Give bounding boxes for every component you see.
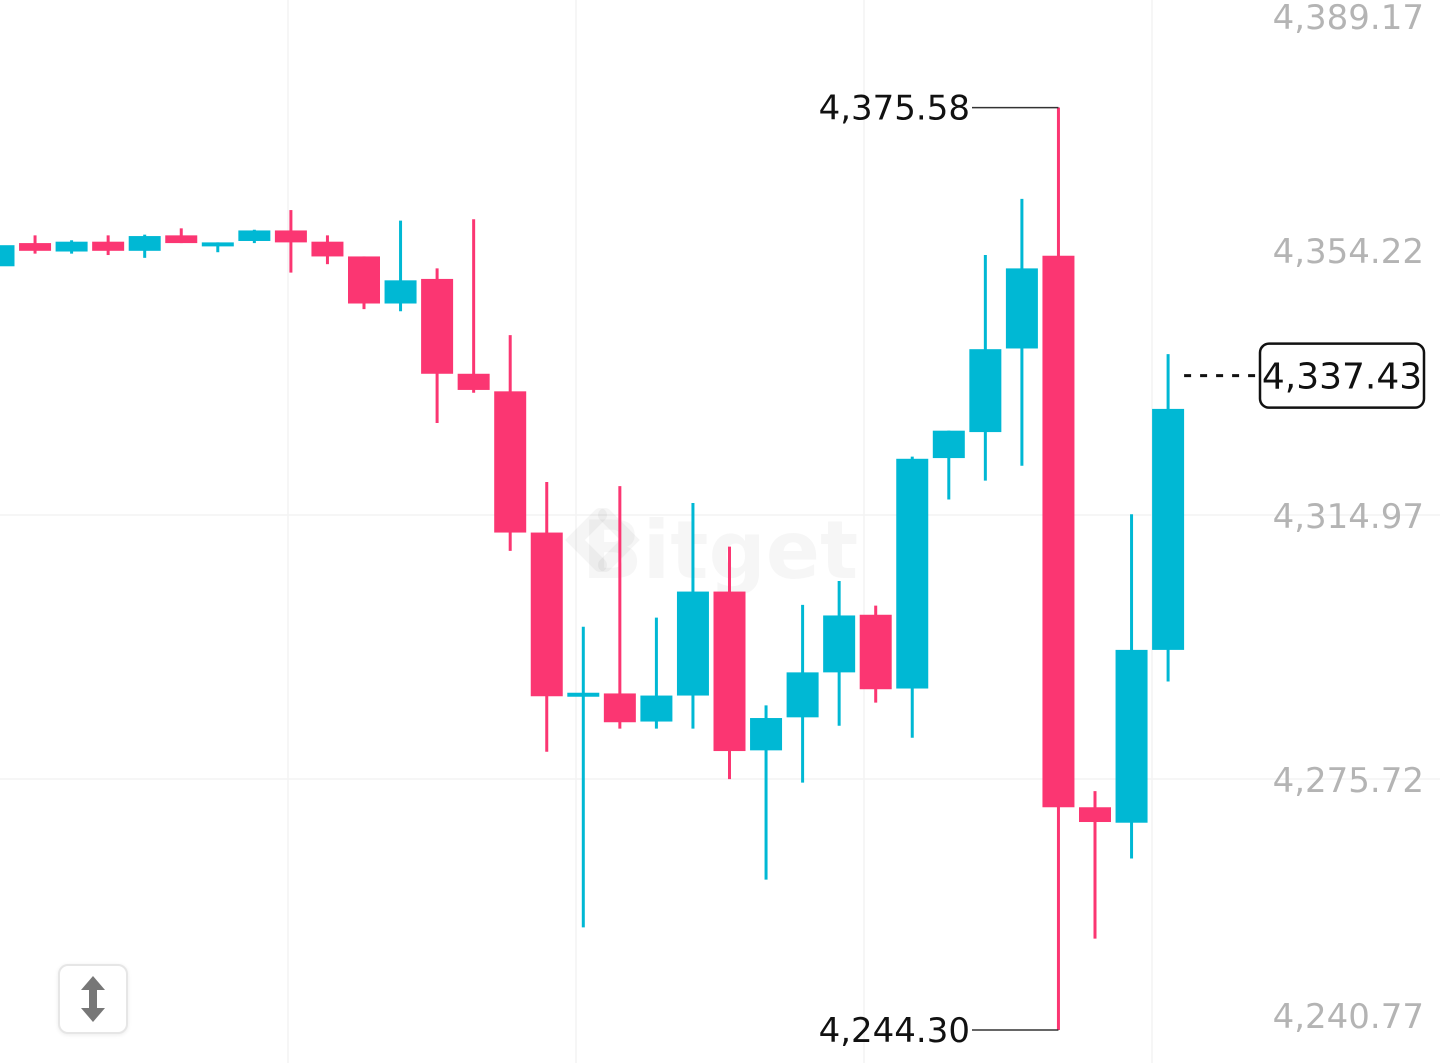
candle [165, 228, 198, 244]
candle [0, 245, 15, 267]
candle-body [932, 430, 965, 459]
vertical-resize-arrows-icon [81, 976, 105, 1022]
candle-body [676, 591, 709, 696]
candle [603, 486, 636, 729]
candle [494, 335, 527, 551]
candle [421, 268, 454, 423]
candle [274, 210, 307, 273]
candle [92, 235, 125, 256]
candle-body [311, 241, 344, 257]
bitget-logo-icon [565, 508, 640, 572]
candle-body [1042, 255, 1075, 808]
candle [1079, 791, 1111, 939]
candle [859, 605, 892, 703]
candle-body [567, 692, 600, 697]
y-tick-label: 4,314.97 [1273, 497, 1424, 537]
candle-body [859, 614, 892, 690]
candle [348, 256, 380, 310]
candle-body [92, 241, 125, 251]
current-price-tag [1258, 342, 1426, 409]
candle-body [1005, 268, 1038, 349]
candle-body [19, 243, 52, 251]
candle-body [348, 256, 380, 304]
candle-body [494, 391, 527, 533]
candle-body [201, 242, 234, 247]
candle [457, 219, 490, 393]
candle [1005, 198, 1038, 466]
y-tick-label: 4,275.72 [1273, 761, 1424, 801]
price-axis: 4,389.17 4,354.22 4,314.97 4,275.72 4,240.77 [1273, 0, 1424, 1037]
candle [1115, 514, 1148, 859]
candle [786, 604, 819, 783]
candle [640, 617, 673, 729]
high-price-label: 4,375.58 [819, 89, 970, 129]
candle-body [530, 532, 563, 697]
candle [750, 705, 783, 880]
annotations-layer: 4,375.58 4,244.30 [819, 89, 1059, 1051]
candle [823, 581, 856, 726]
candle [567, 626, 600, 928]
candle [311, 235, 344, 265]
current-price-indicator: 4,337.43 [1184, 342, 1426, 409]
candle [384, 220, 417, 312]
candle [896, 456, 929, 738]
candle [713, 546, 746, 780]
candle [676, 503, 709, 729]
candles-layer [0, 107, 1185, 1030]
candle [969, 255, 1002, 481]
candle-body [640, 695, 673, 722]
candle-body [55, 241, 88, 252]
candle-body [713, 591, 746, 752]
candle [238, 229, 271, 244]
candle-body [421, 278, 454, 374]
candle [932, 430, 965, 500]
y-tick-label: 4,240.77 [1273, 997, 1424, 1037]
candle-body [786, 672, 819, 718]
candle-body [969, 349, 1002, 433]
candle-body [0, 245, 15, 267]
candle-body [238, 230, 271, 241]
candle [1152, 354, 1185, 682]
candle-body [1152, 408, 1185, 650]
y-tick-label: 4,354.22 [1273, 232, 1424, 272]
candle-body [896, 458, 929, 689]
candle [201, 242, 234, 253]
candle-body [384, 280, 417, 304]
low-price-label: 4,244.30 [819, 1011, 970, 1051]
candle-body [128, 236, 161, 251]
candle-body [823, 615, 856, 673]
candle-body [457, 373, 490, 390]
candle [55, 240, 88, 254]
candle-body [603, 693, 636, 723]
candle-body [750, 718, 783, 751]
candle-body [165, 235, 198, 244]
candle [19, 235, 52, 254]
candle-body [274, 230, 307, 243]
candle [530, 481, 563, 752]
y-tick-label: 4,389.17 [1273, 0, 1424, 38]
scale-toggle-button[interactable] [58, 964, 128, 1034]
candle-body [1115, 649, 1148, 823]
candle-body [1079, 807, 1111, 823]
candle [128, 234, 161, 258]
current-price-label: 4,337.43 [1262, 357, 1422, 398]
candle [1042, 107, 1075, 1030]
